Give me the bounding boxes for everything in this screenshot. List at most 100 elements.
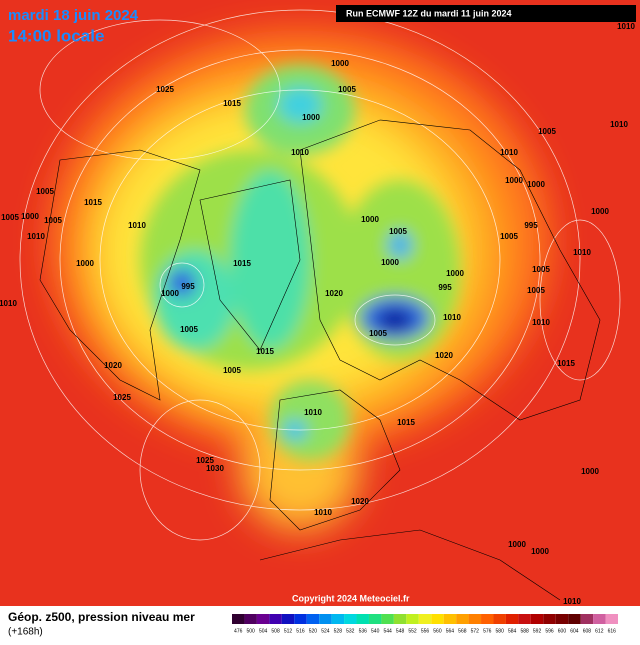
isobar-label: 1015 xyxy=(233,259,251,268)
colorbar-swatch xyxy=(431,614,444,624)
isobar-label: 1005 xyxy=(36,187,54,196)
colorbar-swatch xyxy=(580,614,594,624)
isobar-label: 1010 xyxy=(314,508,332,517)
colorbar-label: 508 xyxy=(271,628,280,634)
isobar-label: 1010 xyxy=(500,148,518,157)
colorbar: 476 500 504 508 512 516 520 524 528 532 536 540 544 5… xyxy=(232,614,618,634)
isobar-label: 1010 xyxy=(443,313,461,322)
isobar-label: 1010 xyxy=(532,318,550,327)
colorbar-swatch xyxy=(344,614,357,624)
isobar-label: 1010 xyxy=(304,408,322,417)
colorbar-swatch xyxy=(281,614,295,624)
colorbar-swatch xyxy=(393,614,407,624)
isobar-label: 1005 xyxy=(500,232,518,241)
isobar-label: 1010 xyxy=(573,248,591,257)
colorbar-swatch xyxy=(493,614,506,624)
colorbar-label: 556 xyxy=(421,628,430,634)
colorbar-label: 584 xyxy=(508,628,517,634)
colorbar-swatch xyxy=(555,614,569,624)
colorbar-swatch xyxy=(269,614,282,624)
colorbar-label: 596 xyxy=(545,628,554,634)
isobar-label: 1000 xyxy=(527,180,545,189)
colorbar-label: 504 xyxy=(259,628,268,634)
isobar-label: 1005 xyxy=(538,127,556,136)
date-title: mardi 18 juin 2024 xyxy=(8,7,139,24)
colorbar-label: 548 xyxy=(396,628,405,634)
colorbar-swatch xyxy=(244,614,257,624)
isobar-label: 1000 xyxy=(531,547,549,556)
isobar-label: 1010 xyxy=(617,22,635,31)
colorbar-swatch xyxy=(518,614,531,624)
isobar-label: 1010 xyxy=(610,120,628,129)
isobar-label: 1005 xyxy=(532,265,550,274)
footer-lead: (+168h) xyxy=(8,627,43,638)
colorbar-swatch xyxy=(294,614,307,624)
isobar-label: 995 xyxy=(181,282,195,291)
isobar-label: 1020 xyxy=(325,289,343,298)
isobar-label: 995 xyxy=(438,283,452,292)
colorbar-label: 612 xyxy=(595,628,604,634)
run-box xyxy=(336,5,636,22)
isobar-label: 1015 xyxy=(397,418,415,427)
isobar-label: 1020 xyxy=(435,351,453,360)
isobar-label: 1005 xyxy=(223,366,241,375)
colorbar-swatch xyxy=(593,614,606,624)
isobar-label: 1025 xyxy=(196,456,214,465)
copyright: Copyright 2024 Meteociel.fr xyxy=(292,593,410,603)
isobar-label: 1000 xyxy=(381,258,399,267)
isobar-label: 1000 xyxy=(361,215,379,224)
isobar-label: 1015 xyxy=(223,99,241,108)
colorbar-swatch xyxy=(468,614,482,624)
colorbar-swatch xyxy=(356,614,369,624)
colorbar-swatch xyxy=(381,614,394,624)
footer-title: Géop. z500, pression niveau mer xyxy=(8,610,195,624)
colorbar-swatch xyxy=(481,614,494,624)
isobar-label: 1005 xyxy=(180,325,198,334)
isobar-label: 1010 xyxy=(27,232,45,241)
isobar-label: 1015 xyxy=(84,198,102,207)
colorbar-label: 600 xyxy=(558,628,567,634)
colorbar-swatch xyxy=(605,614,618,624)
colorbar-label: 604 xyxy=(570,628,579,634)
colorbar-label: 564 xyxy=(446,628,455,634)
colorbar-label: 568 xyxy=(458,628,467,634)
colorbar-swatch xyxy=(331,614,345,624)
isobar-label: 1005 xyxy=(369,329,387,338)
field xyxy=(0,0,640,606)
colorbar-label: 544 xyxy=(383,628,392,634)
colorbar-swatch xyxy=(530,614,544,624)
colorbar-swatch xyxy=(306,614,320,624)
isobar-label: 1000 xyxy=(446,269,464,278)
isobar-label: 1000 xyxy=(76,259,94,268)
colorbar-label: 608 xyxy=(583,628,592,634)
colorbar-label: 512 xyxy=(284,628,293,634)
isobar-label: 1025 xyxy=(156,85,174,94)
colorbar-label: 576 xyxy=(483,628,492,634)
colorbar-swatch xyxy=(232,614,245,624)
colorbar-label: 520 xyxy=(309,628,318,634)
isobar-label: 1010 xyxy=(563,597,581,606)
colorbar-label: 616 xyxy=(608,628,617,634)
isobar-label: 1020 xyxy=(104,361,122,370)
isobar-label: 1005 xyxy=(527,286,545,295)
colorbar-label: 536 xyxy=(359,628,368,634)
isobar-label: 1000 xyxy=(508,540,526,549)
isobar-label: 1005 xyxy=(338,85,356,94)
colorbar-label: 540 xyxy=(371,628,380,634)
time-title: 14:00 locale xyxy=(8,26,104,45)
colorbar-swatch xyxy=(256,614,270,624)
isobar-label: 1015 xyxy=(557,359,575,368)
isobar-label: 1000 xyxy=(581,467,599,476)
colorbar-label: 560 xyxy=(433,628,442,634)
colorbar-label: 528 xyxy=(334,628,343,634)
colorbar-swatch xyxy=(406,614,419,624)
colorbar-label: 552 xyxy=(408,628,417,634)
isobar-label: 1005 xyxy=(1,213,19,222)
colorbar-label: 588 xyxy=(520,628,529,634)
colorbar-label: 524 xyxy=(321,628,330,634)
isobar-labels: 1010 1000 1005 1025 1015 1000 1005 1010 1010 1010… xyxy=(0,22,635,606)
isobar-label: 1015 xyxy=(256,347,274,356)
colorbar-label: 592 xyxy=(533,628,542,634)
isobar-label: 1000 xyxy=(302,113,320,122)
